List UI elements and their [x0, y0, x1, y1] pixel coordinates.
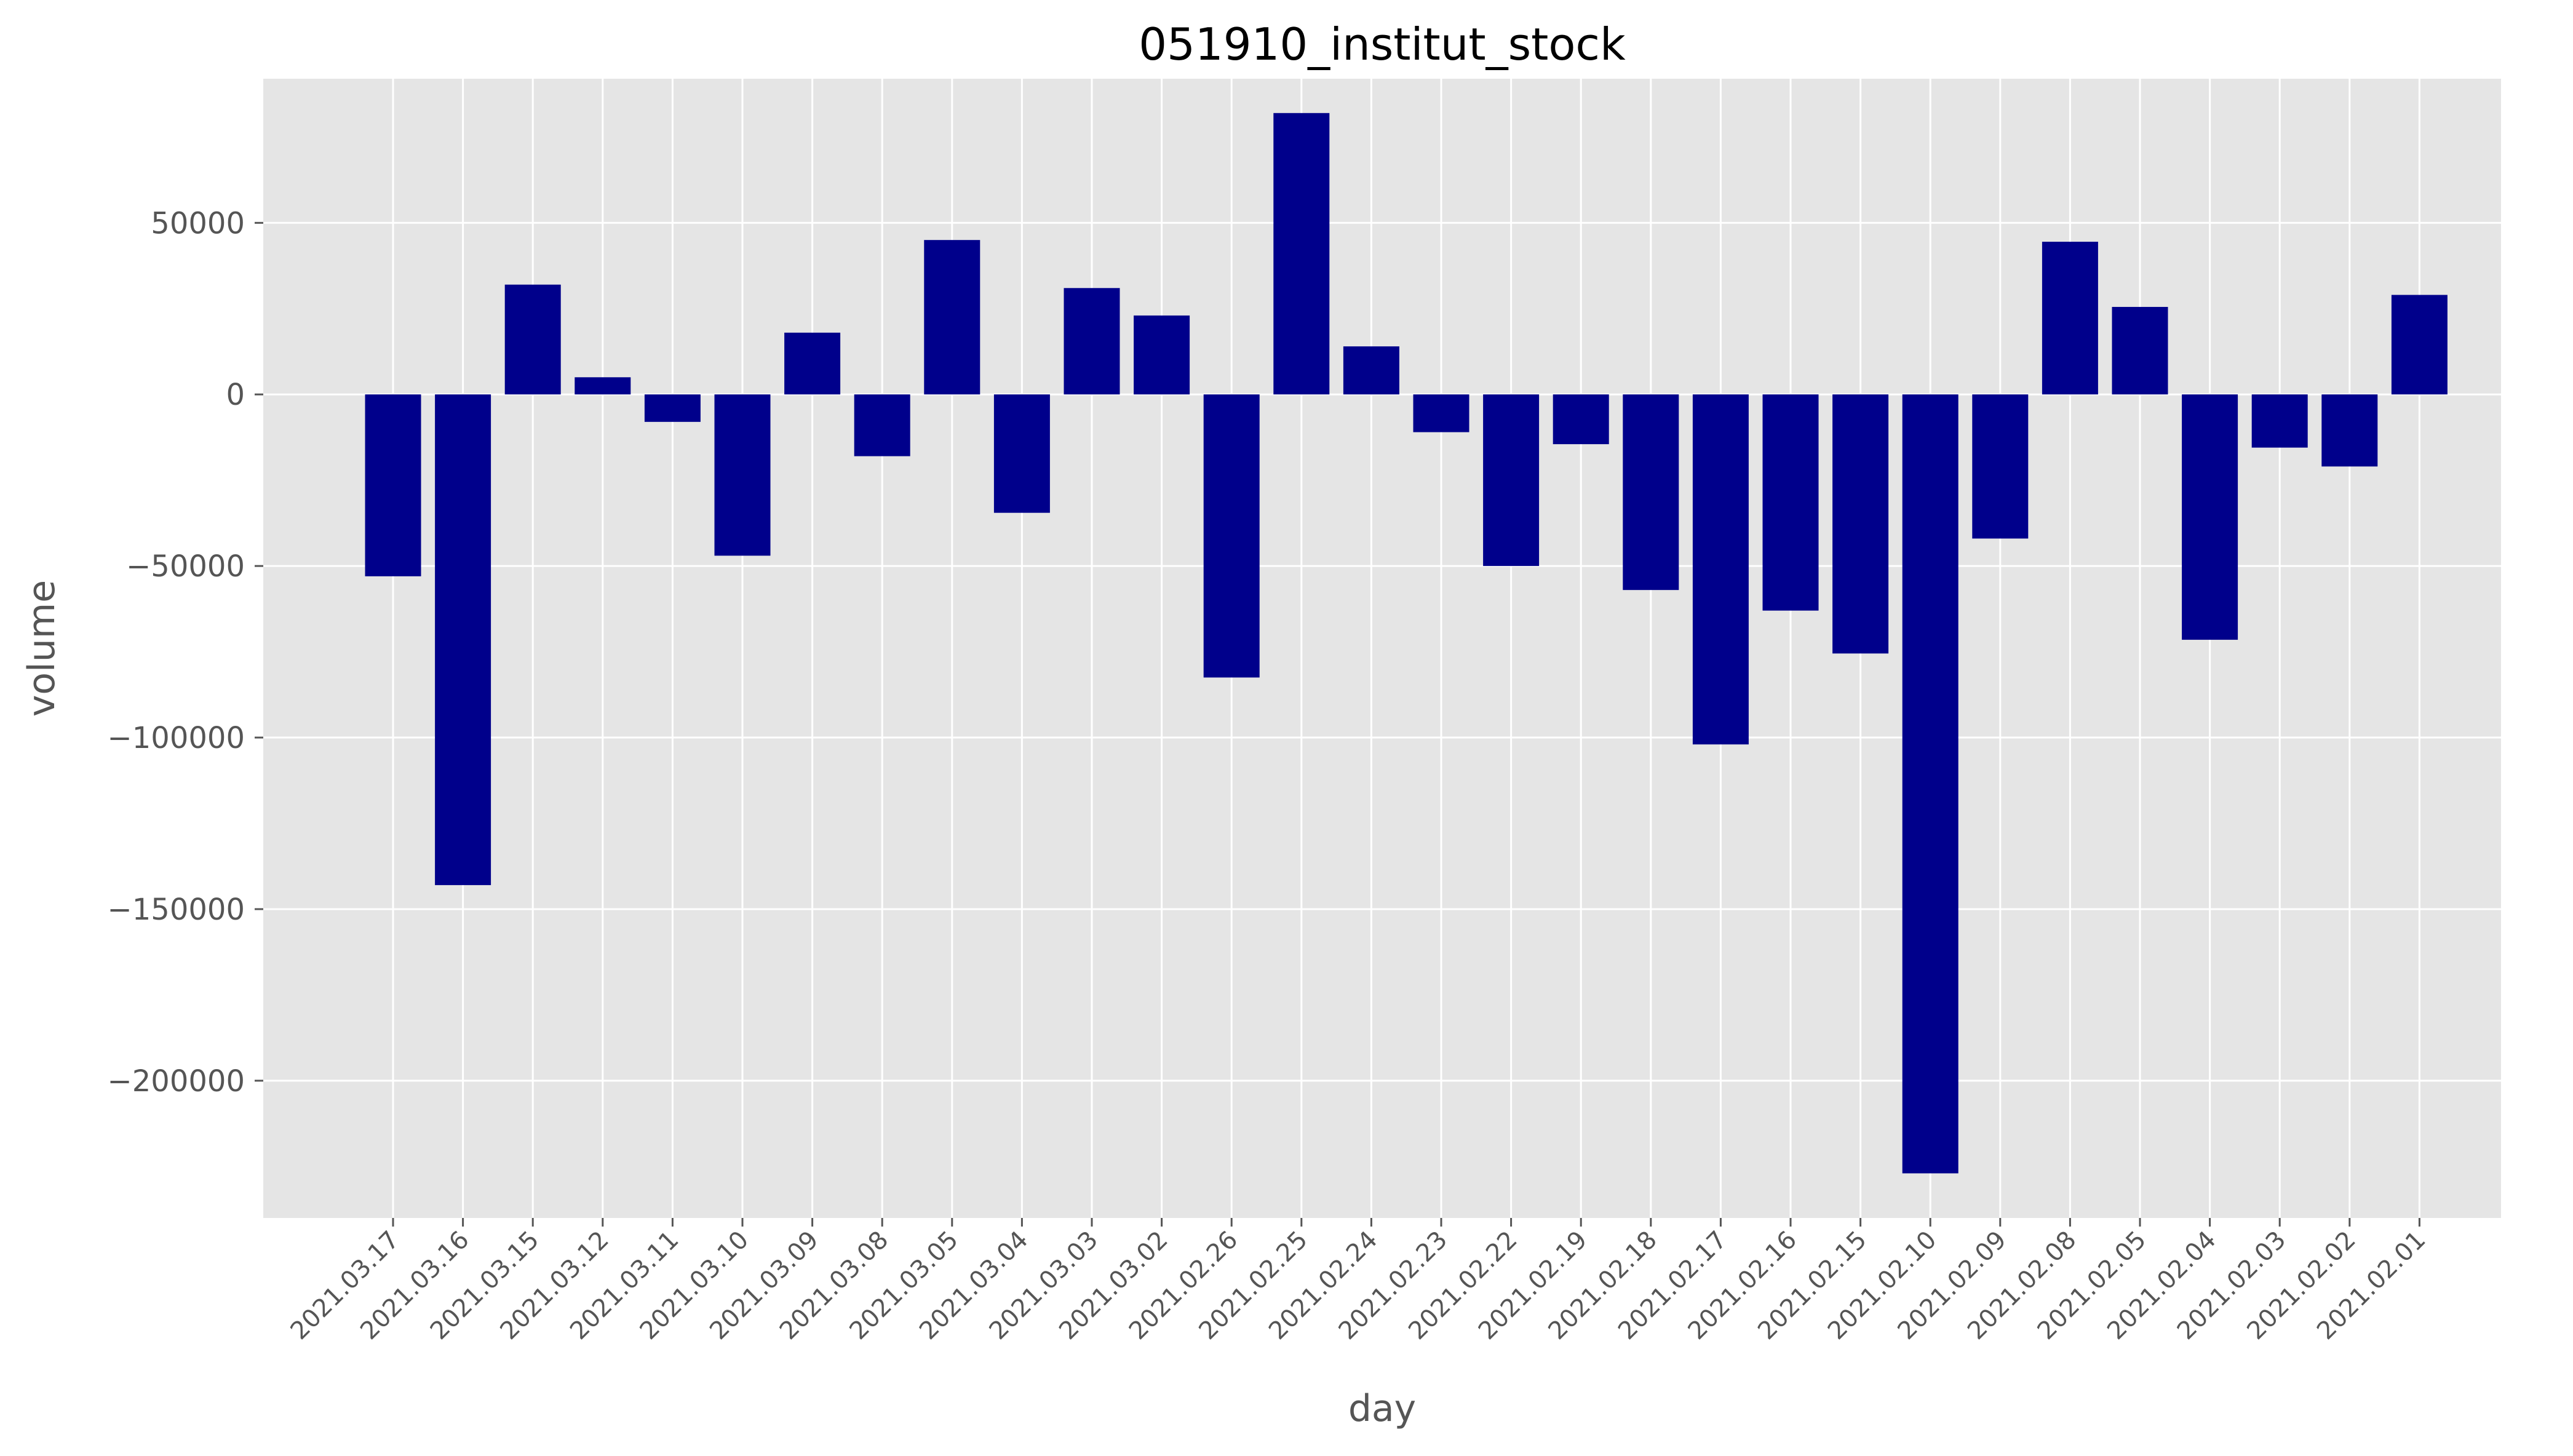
bar — [1692, 394, 1749, 745]
bars — [365, 113, 2448, 1174]
y-tick-label: 0 — [226, 378, 245, 412]
bar — [854, 394, 910, 456]
bar — [1553, 394, 1609, 445]
bar — [1623, 394, 1679, 591]
bar — [993, 394, 1050, 513]
bar — [1972, 394, 2029, 539]
y-tick-label: −200000 — [108, 1064, 245, 1099]
plot-background — [263, 79, 2501, 1218]
bar — [1064, 288, 1120, 395]
bar — [2042, 241, 2098, 395]
bar — [2182, 394, 2238, 640]
bar — [2251, 394, 2308, 448]
bar — [1203, 394, 1260, 678]
y-axis-ticks: 50000 0 −50000 −100000 −150000 −200000 — [108, 206, 263, 1099]
bar — [1343, 346, 1399, 395]
bar — [575, 377, 631, 395]
y-tick-label: −50000 — [126, 549, 245, 584]
bar — [784, 332, 841, 395]
bar — [714, 394, 771, 556]
bar — [1902, 394, 1959, 1174]
bar — [435, 394, 491, 885]
x-axis-ticks: 2021.03.172021.03.162021.03.152021.03.12… — [285, 1218, 2431, 1345]
bar — [1273, 113, 1330, 395]
bar — [1832, 394, 1889, 654]
bar — [365, 394, 421, 576]
bar — [2112, 306, 2168, 395]
bar — [924, 240, 980, 395]
bar — [1762, 394, 1819, 611]
y-tick-label: −100000 — [108, 721, 245, 755]
bar — [1483, 394, 1540, 567]
y-tick-label: −150000 — [108, 893, 245, 927]
bar — [644, 394, 701, 422]
x-axis-label: day — [1348, 1387, 1416, 1430]
bar — [1134, 315, 1190, 395]
y-tick-label: 50000 — [151, 206, 245, 241]
bar — [1413, 394, 1469, 432]
y-axis-label: volume — [20, 580, 63, 717]
bar — [2391, 295, 2448, 395]
bar — [2321, 394, 2378, 467]
chart-title: 051910_institut_stock — [1139, 18, 1626, 70]
bar — [504, 284, 561, 395]
